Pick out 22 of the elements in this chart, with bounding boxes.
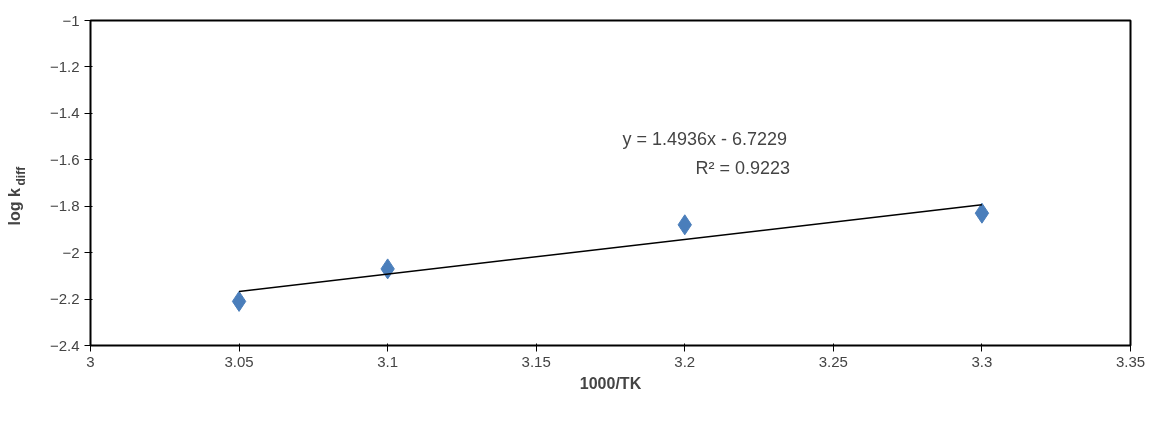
y-tick-label: −2.2 — [49, 290, 80, 308]
y-tick-label: −1.2 — [49, 57, 80, 75]
x-tick-label: 3.1 — [377, 352, 399, 370]
x-tick-label: 3 — [86, 352, 95, 370]
y-tick-label: −1.6 — [49, 150, 80, 168]
y-tick-label: −1 — [62, 11, 80, 29]
point — [231, 290, 247, 312]
y-axis-title: log kdiff — [5, 165, 28, 226]
annotation: R² = 0.9223 — [695, 157, 791, 178]
x-tick-label: 3.15 — [521, 352, 551, 370]
x-tick-label: 3.35 — [1115, 352, 1146, 370]
y-tick-label: −1.8 — [49, 197, 80, 215]
y-tick-label: −2 — [62, 243, 80, 261]
x-tick-label: 3.25 — [818, 352, 848, 370]
x-tick-label: 3.2 — [674, 352, 696, 370]
x-axis-title: 1000/TK — [579, 374, 642, 392]
point — [974, 202, 990, 224]
x-tick-label: 3.05 — [224, 352, 254, 370]
annotation: y = 1.4936x - 6.7229 — [622, 128, 788, 149]
y-tick-label: −2.4 — [49, 336, 80, 354]
y-tick-label: −1.4 — [49, 104, 80, 122]
x-tick-label: 3.3 — [971, 352, 993, 370]
